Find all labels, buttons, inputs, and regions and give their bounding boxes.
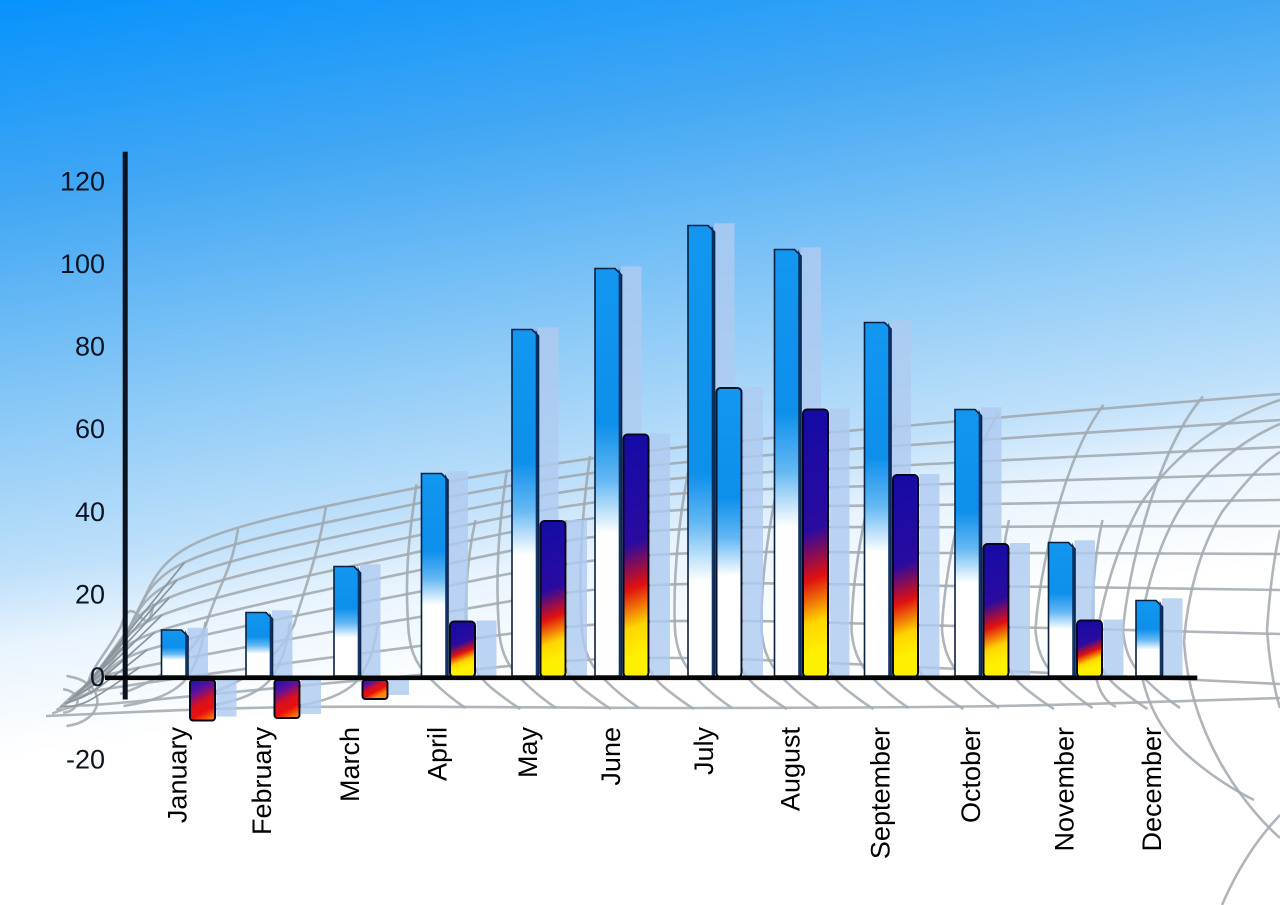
svg-text:100: 100 [60,249,105,279]
svg-text:June: June [596,727,626,786]
svg-text:October: October [956,727,986,823]
svg-text:April: April [423,727,453,781]
svg-text:September: September [866,727,896,859]
svg-text:March: March [335,727,365,802]
svg-text:January: January [163,727,193,824]
svg-text:May: May [513,727,543,779]
svg-text:August: August [776,727,806,812]
svg-text:120: 120 [60,167,105,197]
svg-text:February: February [247,727,277,836]
svg-text:November: November [1050,727,1080,852]
svg-text:40: 40 [75,497,105,527]
svg-text:0: 0 [90,662,105,692]
svg-text:-20: -20 [66,745,105,775]
svg-text:December: December [1137,727,1167,852]
svg-text:80: 80 [75,332,105,362]
svg-text:20: 20 [75,579,105,609]
svg-text:60: 60 [75,414,105,444]
svg-text:July: July [689,727,719,776]
